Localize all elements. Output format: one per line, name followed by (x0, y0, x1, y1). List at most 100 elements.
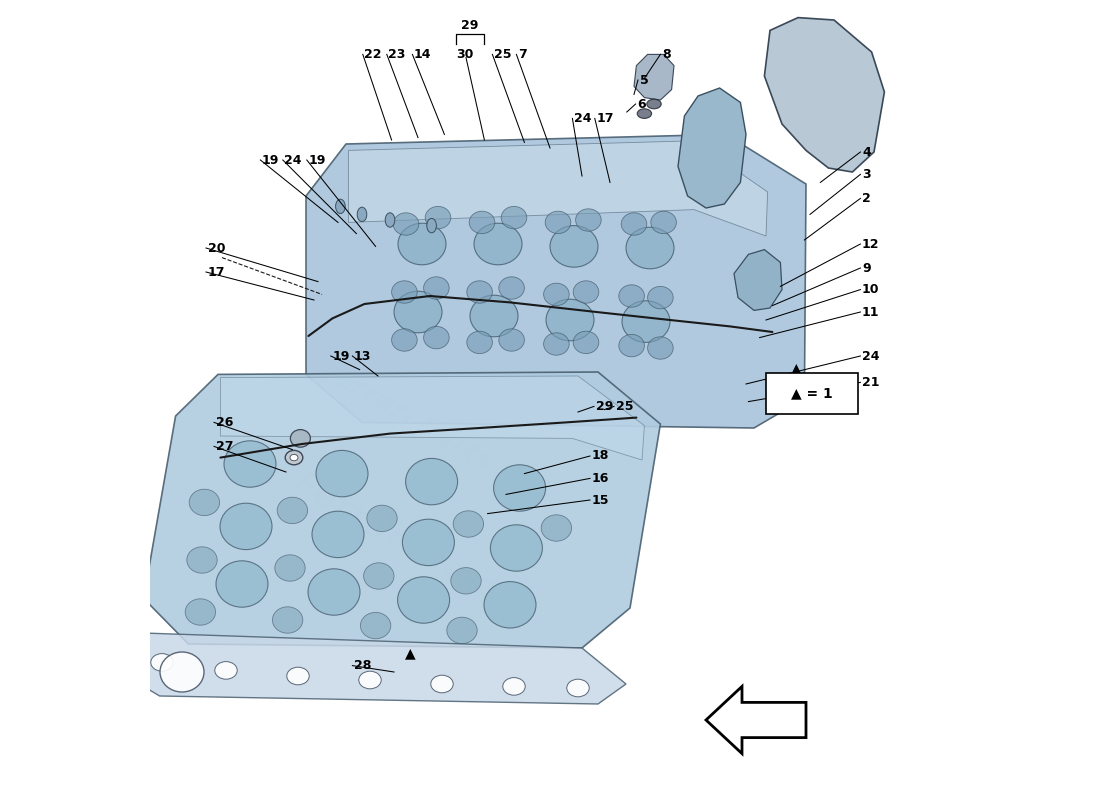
Ellipse shape (503, 678, 525, 695)
Ellipse shape (185, 598, 216, 626)
Polygon shape (349, 141, 768, 236)
Ellipse shape (316, 450, 369, 497)
Ellipse shape (393, 213, 419, 235)
Ellipse shape (394, 291, 442, 333)
Text: 23: 23 (388, 48, 406, 61)
Ellipse shape (621, 213, 647, 235)
Text: 22: 22 (364, 48, 382, 61)
Polygon shape (103, 632, 626, 704)
Text: 18: 18 (592, 450, 609, 462)
Ellipse shape (621, 301, 670, 342)
Ellipse shape (187, 547, 217, 573)
Ellipse shape (424, 277, 449, 299)
Text: 25: 25 (616, 400, 634, 413)
Ellipse shape (573, 331, 598, 354)
Text: 25: 25 (494, 48, 512, 61)
Text: 7: 7 (518, 48, 527, 61)
Ellipse shape (543, 333, 569, 355)
Ellipse shape (160, 652, 204, 692)
Text: ▲: ▲ (791, 361, 802, 375)
Ellipse shape (385, 213, 395, 227)
Ellipse shape (392, 281, 417, 303)
Ellipse shape (637, 109, 651, 118)
Ellipse shape (498, 277, 525, 299)
Ellipse shape (285, 450, 303, 465)
Text: 10: 10 (862, 283, 880, 296)
Ellipse shape (214, 662, 238, 679)
Text: 19: 19 (332, 350, 350, 362)
Polygon shape (706, 686, 806, 754)
Polygon shape (764, 18, 884, 172)
Ellipse shape (470, 211, 495, 234)
Ellipse shape (403, 519, 454, 566)
Text: 4: 4 (862, 146, 871, 158)
Ellipse shape (151, 654, 173, 671)
Text: 28: 28 (354, 659, 372, 672)
Text: Ferrari Parts: Ferrari Parts (315, 355, 497, 477)
Ellipse shape (359, 671, 382, 689)
Text: 20: 20 (208, 242, 226, 254)
Ellipse shape (361, 613, 390, 638)
Text: 24: 24 (862, 350, 880, 362)
Ellipse shape (358, 207, 366, 222)
Ellipse shape (216, 561, 268, 607)
Ellipse shape (550, 226, 598, 267)
Text: 8: 8 (662, 48, 671, 61)
Ellipse shape (406, 458, 458, 505)
Ellipse shape (466, 281, 493, 303)
Ellipse shape (453, 510, 484, 538)
Ellipse shape (626, 227, 674, 269)
Ellipse shape (573, 281, 598, 303)
Text: ▲ = 1: ▲ = 1 (791, 386, 833, 401)
Polygon shape (634, 54, 674, 100)
Ellipse shape (427, 218, 437, 233)
Ellipse shape (189, 489, 220, 515)
Ellipse shape (308, 569, 360, 615)
Ellipse shape (648, 286, 673, 309)
Ellipse shape (498, 329, 525, 351)
Text: ▲: ▲ (405, 646, 416, 660)
Ellipse shape (397, 577, 450, 623)
Ellipse shape (431, 675, 453, 693)
Polygon shape (220, 376, 645, 460)
Text: 16: 16 (592, 472, 609, 485)
Ellipse shape (312, 511, 364, 558)
Ellipse shape (484, 582, 536, 628)
Ellipse shape (364, 563, 394, 589)
Ellipse shape (426, 206, 451, 229)
Ellipse shape (474, 223, 522, 265)
Text: 13: 13 (354, 350, 372, 362)
Ellipse shape (290, 454, 298, 461)
Ellipse shape (502, 206, 527, 229)
Text: 5: 5 (639, 74, 648, 86)
Text: 29: 29 (461, 19, 478, 32)
Ellipse shape (546, 211, 571, 234)
Ellipse shape (273, 607, 303, 634)
Text: 26: 26 (216, 416, 233, 429)
Text: 9: 9 (862, 262, 870, 274)
Text: 24: 24 (574, 112, 592, 125)
Ellipse shape (546, 299, 594, 341)
Ellipse shape (224, 441, 276, 487)
Ellipse shape (575, 209, 602, 231)
Ellipse shape (290, 430, 310, 447)
Text: 6: 6 (637, 98, 646, 110)
Ellipse shape (336, 199, 345, 214)
Polygon shape (144, 372, 660, 648)
Text: 24: 24 (285, 154, 301, 166)
Text: 19: 19 (308, 154, 326, 166)
Text: 30: 30 (456, 48, 474, 61)
Ellipse shape (647, 99, 661, 109)
Ellipse shape (619, 285, 645, 307)
Ellipse shape (470, 295, 518, 337)
FancyBboxPatch shape (766, 373, 858, 414)
Text: 3: 3 (862, 168, 870, 181)
Text: 19: 19 (262, 154, 279, 166)
Ellipse shape (447, 618, 477, 643)
Text: 12: 12 (862, 238, 880, 250)
Ellipse shape (366, 506, 397, 532)
Ellipse shape (275, 555, 305, 581)
Text: Ferrari Parts: Ferrari Parts (287, 466, 525, 622)
Ellipse shape (451, 568, 481, 594)
Ellipse shape (220, 503, 272, 550)
